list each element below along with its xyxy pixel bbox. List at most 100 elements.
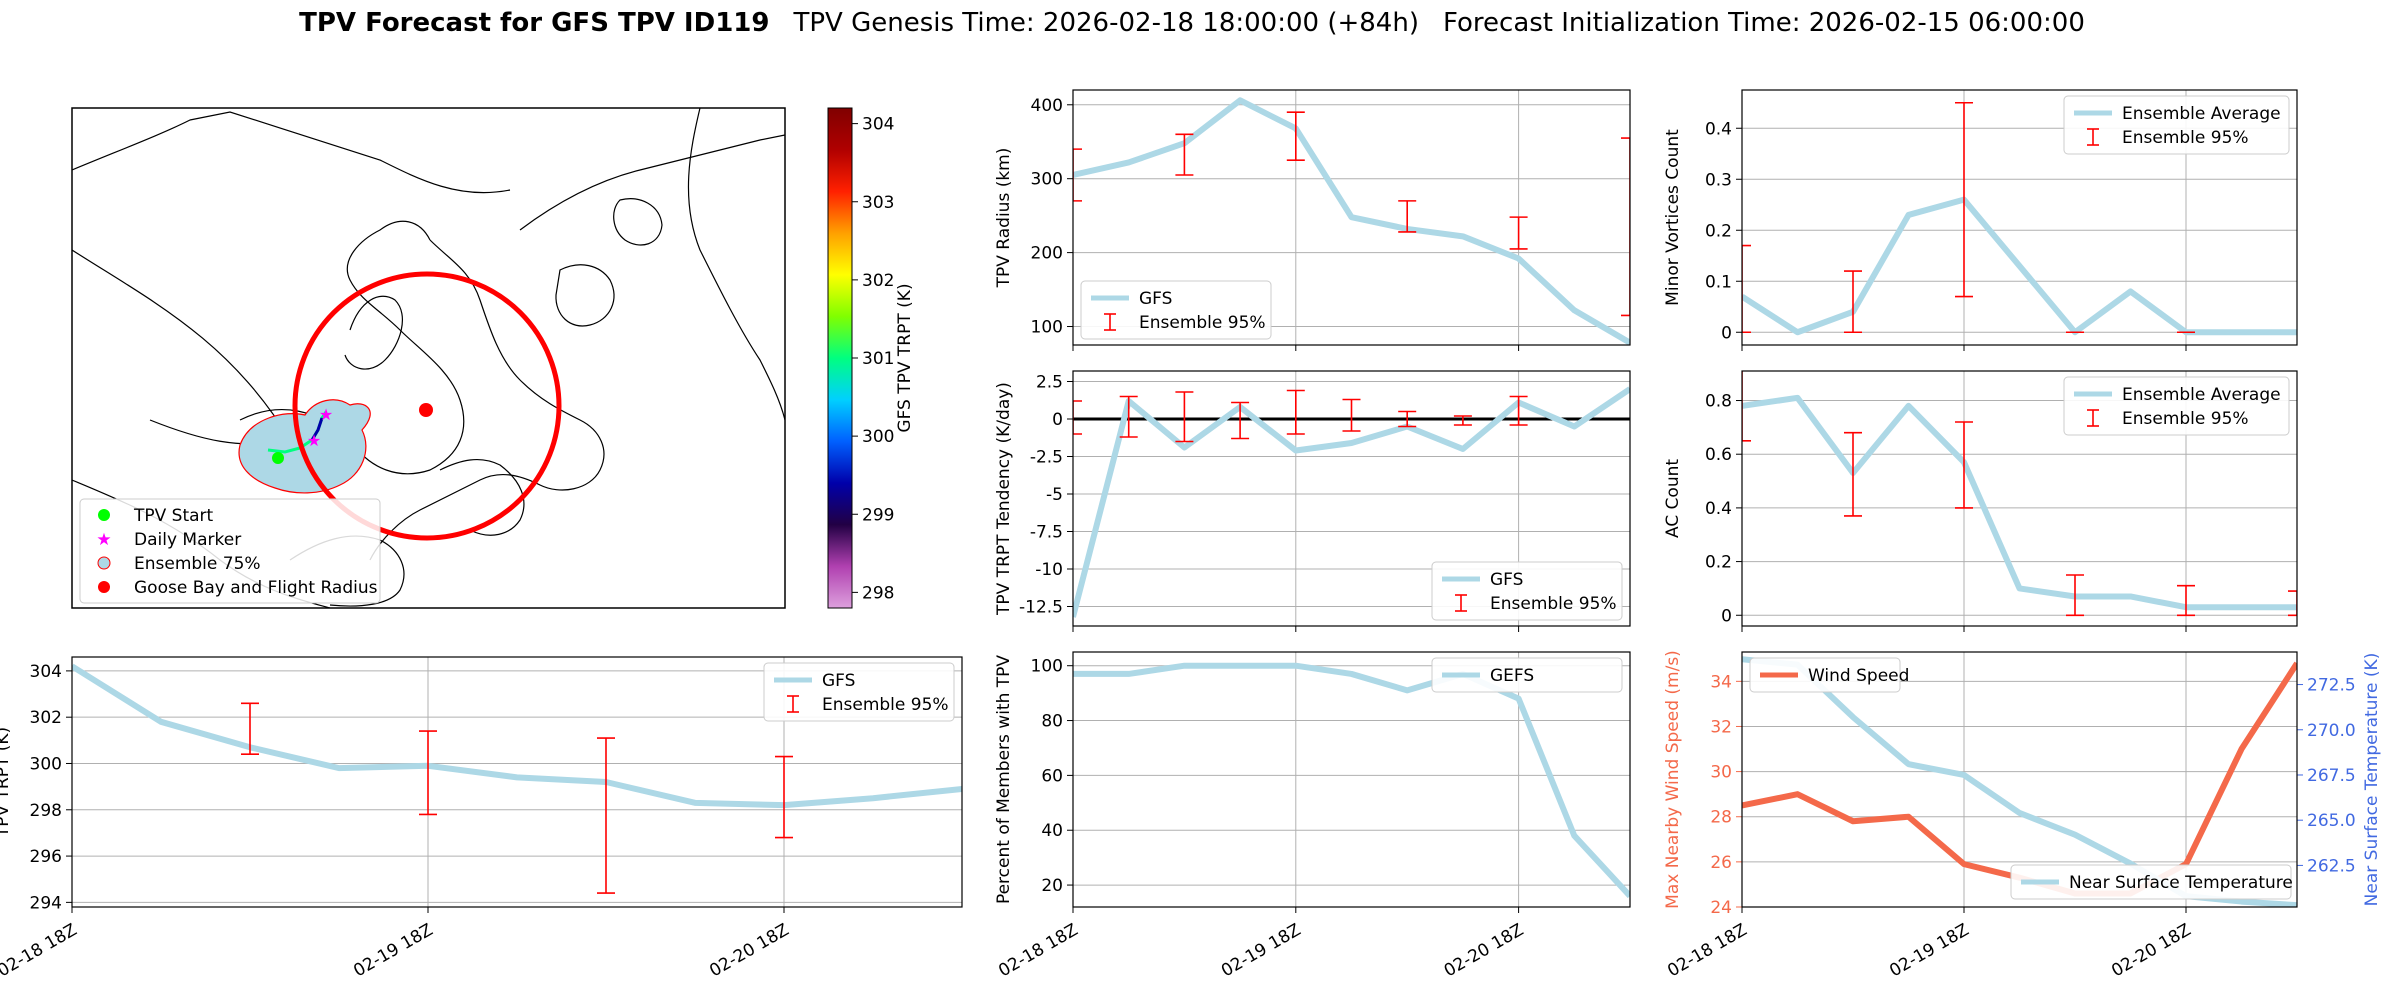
series-line-gfs bbox=[1073, 97, 1630, 345]
y-tick-label: -5 bbox=[1046, 485, 1063, 505]
island-two bbox=[613, 198, 663, 246]
colorbar-gradient bbox=[827, 107, 853, 609]
map-frame bbox=[71, 107, 786, 609]
chart-trpt: 294 296 298 300 302 304 02-18 18Z 02-19 18Z 02-2… bbox=[0, 656, 963, 981]
track-segment-late bbox=[310, 417, 324, 441]
y-axis-label: Max Nearby Wind Speed (m/s) bbox=[1663, 650, 1683, 909]
flight-radius-circle bbox=[292, 271, 562, 541]
colorbar-label: GFS TPV TRPT (K) bbox=[895, 283, 915, 432]
y-tick-label: 0.1 bbox=[1705, 272, 1732, 292]
legend-label: GFS bbox=[822, 671, 855, 691]
y-tick-label: 200 bbox=[1031, 244, 1063, 264]
y-tick-label: 40 bbox=[1041, 821, 1063, 841]
series-group bbox=[1742, 101, 2297, 336]
legend-label: Ensemble 95% bbox=[1490, 594, 1617, 614]
chart-minor: 0 0.1 0.2 0.3 0.4 Minor Vortices Count Ensembl… bbox=[1663, 89, 2298, 351]
legend-ring-icon bbox=[97, 556, 111, 570]
series-group bbox=[1073, 386, 1630, 618]
x-tick-label: 02-18 18Z bbox=[1664, 920, 1750, 981]
y-tick-label: 80 bbox=[1041, 712, 1063, 732]
colorbar-tick-label: 301 bbox=[862, 349, 894, 369]
x-tick-label: 02-18 18Z bbox=[0, 920, 81, 981]
chart-ac: 0 0.2 0.4 0.6 0.8 AC Count Ensemble Average Ens… bbox=[1663, 370, 2298, 632]
legend-label: Goose Bay and Flight Radius bbox=[134, 578, 378, 598]
legend-label: Ensemble 75% bbox=[134, 554, 261, 574]
colorbar-tick-label: 302 bbox=[862, 271, 894, 291]
chart-tendency: -12.5 -10 -7.5 -5 -2.5 0 2.5 TPV TRPT Tendency … bbox=[994, 370, 1631, 632]
y-axis-label: AC Count bbox=[1663, 459, 1683, 538]
coastline-baffin bbox=[519, 134, 785, 231]
y-tick-label: -2.5 bbox=[1030, 448, 1063, 468]
goose-bay-marker bbox=[419, 403, 433, 417]
legend-label: GEFS bbox=[1490, 666, 1534, 686]
y-tick-label: 32 bbox=[1710, 717, 1732, 737]
y-tick-label: 100 bbox=[1031, 318, 1063, 338]
x-tick-label: 02-19 18Z bbox=[1218, 920, 1304, 981]
y-tick-label: 294 bbox=[30, 893, 62, 913]
legend-label: Ensemble 95% bbox=[1139, 313, 1266, 333]
coastline-greenland bbox=[687, 108, 785, 421]
tpv-start-marker bbox=[272, 452, 284, 464]
colorbar-tick-label: 299 bbox=[862, 505, 894, 525]
series-group bbox=[1073, 662, 1630, 899]
legend-box bbox=[1431, 657, 1623, 693]
y-tick-label: -7.5 bbox=[1030, 523, 1063, 543]
y-tick-label: 400 bbox=[1031, 96, 1063, 116]
daily-marker-star: ★ bbox=[307, 431, 321, 450]
y-axis-label: TPV TRPT Tendency (K/day) bbox=[994, 382, 1014, 616]
series-group bbox=[1073, 97, 1630, 345]
y-tick-label: 296 bbox=[30, 847, 62, 867]
y-tick-label: 60 bbox=[1041, 766, 1063, 786]
colorbar-tick-label: 300 bbox=[862, 427, 894, 447]
y-tick-label: 2.5 bbox=[1036, 373, 1063, 393]
x-tick-label: 02-20 18Z bbox=[706, 920, 792, 981]
chart-percent: 20 40 60 80 100 02-18 18Z 02-19 18Z 02-20 18Z Pe… bbox=[994, 651, 1631, 981]
y-right-tick-label: 267.5 bbox=[2307, 766, 2356, 786]
legend-marker-icon bbox=[98, 581, 110, 593]
y-tick-label: 304 bbox=[30, 662, 62, 682]
legend-label: GFS bbox=[1490, 570, 1523, 590]
y-tick-label: 300 bbox=[30, 754, 62, 774]
legend-label: Ensemble Average bbox=[2122, 104, 2281, 124]
x-tick-label: 02-18 18Z bbox=[995, 920, 1081, 981]
legend-star-icon: ★ bbox=[96, 530, 111, 550]
colorbar-tick-label: 303 bbox=[862, 193, 894, 213]
series-line-gfs bbox=[1073, 386, 1630, 618]
y-tick-label: 0.3 bbox=[1705, 170, 1732, 190]
axes-frame bbox=[1741, 651, 2298, 908]
legend-label: Ensemble 95% bbox=[822, 695, 949, 715]
y-axis-label-right: Near Surface Temperature (K) bbox=[2362, 653, 2382, 907]
legend-marker-icon bbox=[98, 509, 110, 521]
y-axis-label: TPV TRPT (K) bbox=[0, 727, 13, 838]
y-tick-label: 100 bbox=[1031, 657, 1063, 677]
legend-box bbox=[2063, 376, 2290, 436]
y-right-tick-label: 270.0 bbox=[2307, 721, 2356, 741]
x-tick-label: 02-20 18Z bbox=[1441, 920, 1527, 981]
y-tick-label: 298 bbox=[30, 801, 62, 821]
coastline-newfoundland bbox=[439, 459, 525, 536]
map-panel: ★ ★ TPV Start ★ Daily Marker Ensemble 75% Go… bbox=[71, 107, 786, 609]
chart-radius: 100 200 300 400 TPV Radius (km) GFS Ensemble 9… bbox=[994, 89, 1631, 351]
axes-frame bbox=[1072, 651, 1631, 908]
y-axis-label: Minor Vortices Count bbox=[1663, 129, 1683, 306]
axes-frame bbox=[1072, 370, 1631, 627]
figure-title-init: Forecast Initialization Time: 2026-02-15… bbox=[1443, 8, 2085, 38]
figure-title: TPV Forecast for GFS TPV ID119 TPV Genesi… bbox=[299, 8, 2085, 38]
y-tick-label: 20 bbox=[1041, 876, 1063, 896]
series-line-gefs bbox=[1073, 662, 1630, 899]
series-group bbox=[1742, 371, 2297, 617]
series-line-ensemble-average bbox=[1742, 196, 2297, 336]
axes-frame bbox=[1741, 370, 2298, 627]
legend-label: Ensemble 95% bbox=[2122, 409, 2249, 429]
colorbar-tick-label: 304 bbox=[862, 115, 894, 135]
y-tick-label: 0.4 bbox=[1705, 499, 1732, 519]
y-tick-label: 0.2 bbox=[1705, 553, 1732, 573]
series-line-gfs bbox=[72, 663, 962, 809]
colorbar-tick-label: 298 bbox=[862, 583, 894, 603]
daily-marker-star: ★ bbox=[319, 405, 333, 424]
legend-label: Near Surface Temperature bbox=[2069, 873, 2293, 893]
figure-title-genesis: TPV Genesis Time: 2026-02-18 18:00:00 (+… bbox=[792, 8, 1419, 38]
y-tick-label: 0.2 bbox=[1705, 221, 1732, 241]
axes-frame bbox=[1741, 89, 2298, 346]
